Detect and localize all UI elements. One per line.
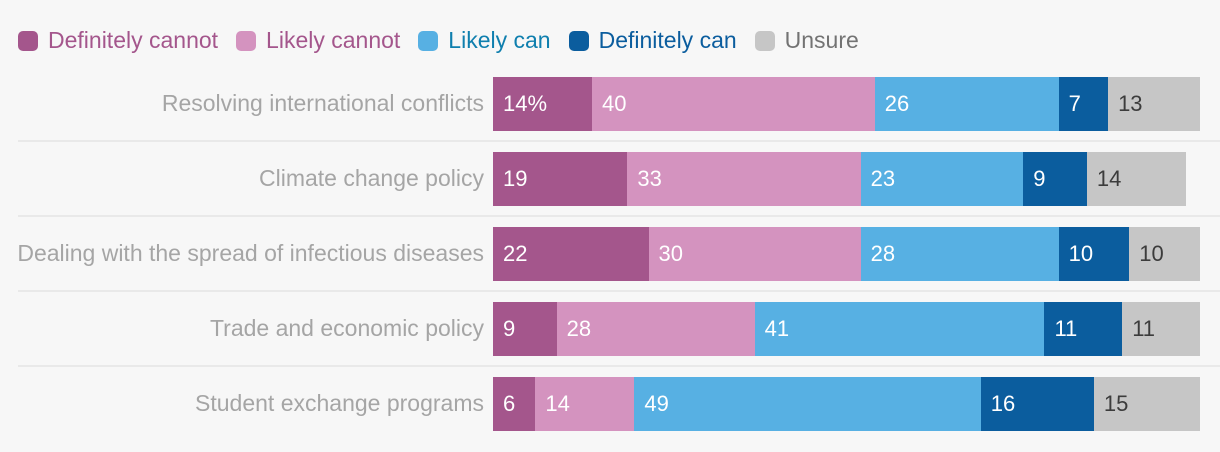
bar-segment-likely-can: 23 (860, 151, 1024, 206)
legend-swatch-icon (418, 30, 439, 51)
category-label: Climate change policy (258, 164, 484, 191)
bar-segment-unsure: 11 (1122, 301, 1200, 356)
legend-swatch-icon (568, 30, 589, 51)
bar-segment-unsure: 14 (1086, 151, 1186, 206)
bar-segment-likely-cannot: 28 (556, 301, 755, 356)
legend-item-definitely-can: Definitely can (568, 27, 737, 54)
legend-item-likely-can: Likely can (418, 27, 551, 54)
bar-segment-likely-can: 49 (634, 376, 981, 431)
category-label: Student exchange programs (195, 389, 484, 416)
chart-row-dealing-with-the-spread-of-infectious-diseases: Dealing with the spread of infectious di… (0, 217, 1220, 290)
legend-swatch-icon (18, 30, 38, 51)
legend-label: Likely can (448, 27, 551, 53)
bar-segment-definitely-cannot: 19 (493, 151, 628, 206)
legend-item-definitely-cannot: Definitely cannot (18, 27, 218, 54)
legend-swatch-icon (754, 30, 775, 51)
bar-segment-likely-cannot: 14 (535, 376, 635, 431)
legend-label: Likely cannot (266, 27, 401, 53)
bar-segment-definitely-can: 11 (1044, 301, 1123, 356)
chart-row-trade-and-economic-policy: Trade and economic policy 9 28 41 11 11 (0, 292, 1220, 365)
legend-label: Definitely cannot (48, 27, 219, 53)
bar-segment-likely-cannot: 33 (627, 151, 861, 206)
bar-track: 9 28 41 11 11 (493, 301, 1200, 356)
chart-legend: Definitely cannot Likely cannot Likely can… (18, 27, 1220, 54)
bar-segment-likely-can: 41 (754, 301, 1045, 356)
bar-segment-definitely-cannot: 6 (493, 376, 536, 431)
bar-segment-unsure: 10 (1129, 226, 1200, 281)
row-divider (18, 365, 1220, 367)
bar-segment-likely-can: 26 (874, 76, 1059, 131)
chart-rows: Resolving international conflicts 14% 40 26… (0, 67, 1220, 440)
category-label: Dealing with the spread of infectious di… (17, 239, 484, 266)
row-divider (18, 140, 1220, 142)
bar-segment-unsure: 13 (1108, 76, 1200, 131)
bar-segment-definitely-can: 9 (1023, 151, 1087, 206)
bar-track: 14% 40 26 7 13 (493, 76, 1200, 131)
legend-label: Unsure (784, 27, 859, 53)
bar-segment-definitely-cannot: 9 (493, 301, 557, 356)
category-label: Trade and economic policy (209, 314, 484, 341)
bar-segment-unsure: 15 (1093, 376, 1200, 431)
legend-swatch-icon (236, 30, 257, 51)
legend-item-unsure: Unsure (754, 27, 859, 54)
bar-segment-definitely-cannot: 14% (493, 76, 592, 131)
category-label: Resolving international conflicts (161, 89, 484, 116)
legend-label: Definitely can (598, 27, 737, 53)
bar-segment-likely-cannot: 40 (591, 76, 875, 131)
bar-segment-likely-cannot: 30 (648, 226, 861, 281)
chart-row-resolving-international-conflicts: Resolving international conflicts 14% 40 26… (0, 67, 1220, 140)
bar-track: 6 14 49 16 15 (493, 376, 1200, 431)
bar-segment-definitely-can: 7 (1058, 76, 1109, 131)
bar-segment-definitely-can: 10 (1058, 226, 1130, 281)
row-divider (18, 215, 1220, 217)
bar-segment-definitely-can: 16 (980, 376, 1094, 431)
bar-segment-definitely-cannot: 22 (493, 226, 649, 281)
bar-track: 22 30 28 10 10 (493, 226, 1200, 281)
bar-segment-likely-can: 28 (860, 226, 1059, 281)
legend-item-likely-cannot: Likely cannot (236, 27, 400, 54)
chart-row-climate-change-policy: Climate change policy 19 33 23 9 14 (0, 142, 1220, 215)
bar-track: 19 33 23 9 14 (493, 151, 1200, 206)
chart-row-student-exchange-programs: Student exchange programs 6 14 49 16 15 (0, 367, 1220, 440)
row-divider (18, 290, 1220, 292)
